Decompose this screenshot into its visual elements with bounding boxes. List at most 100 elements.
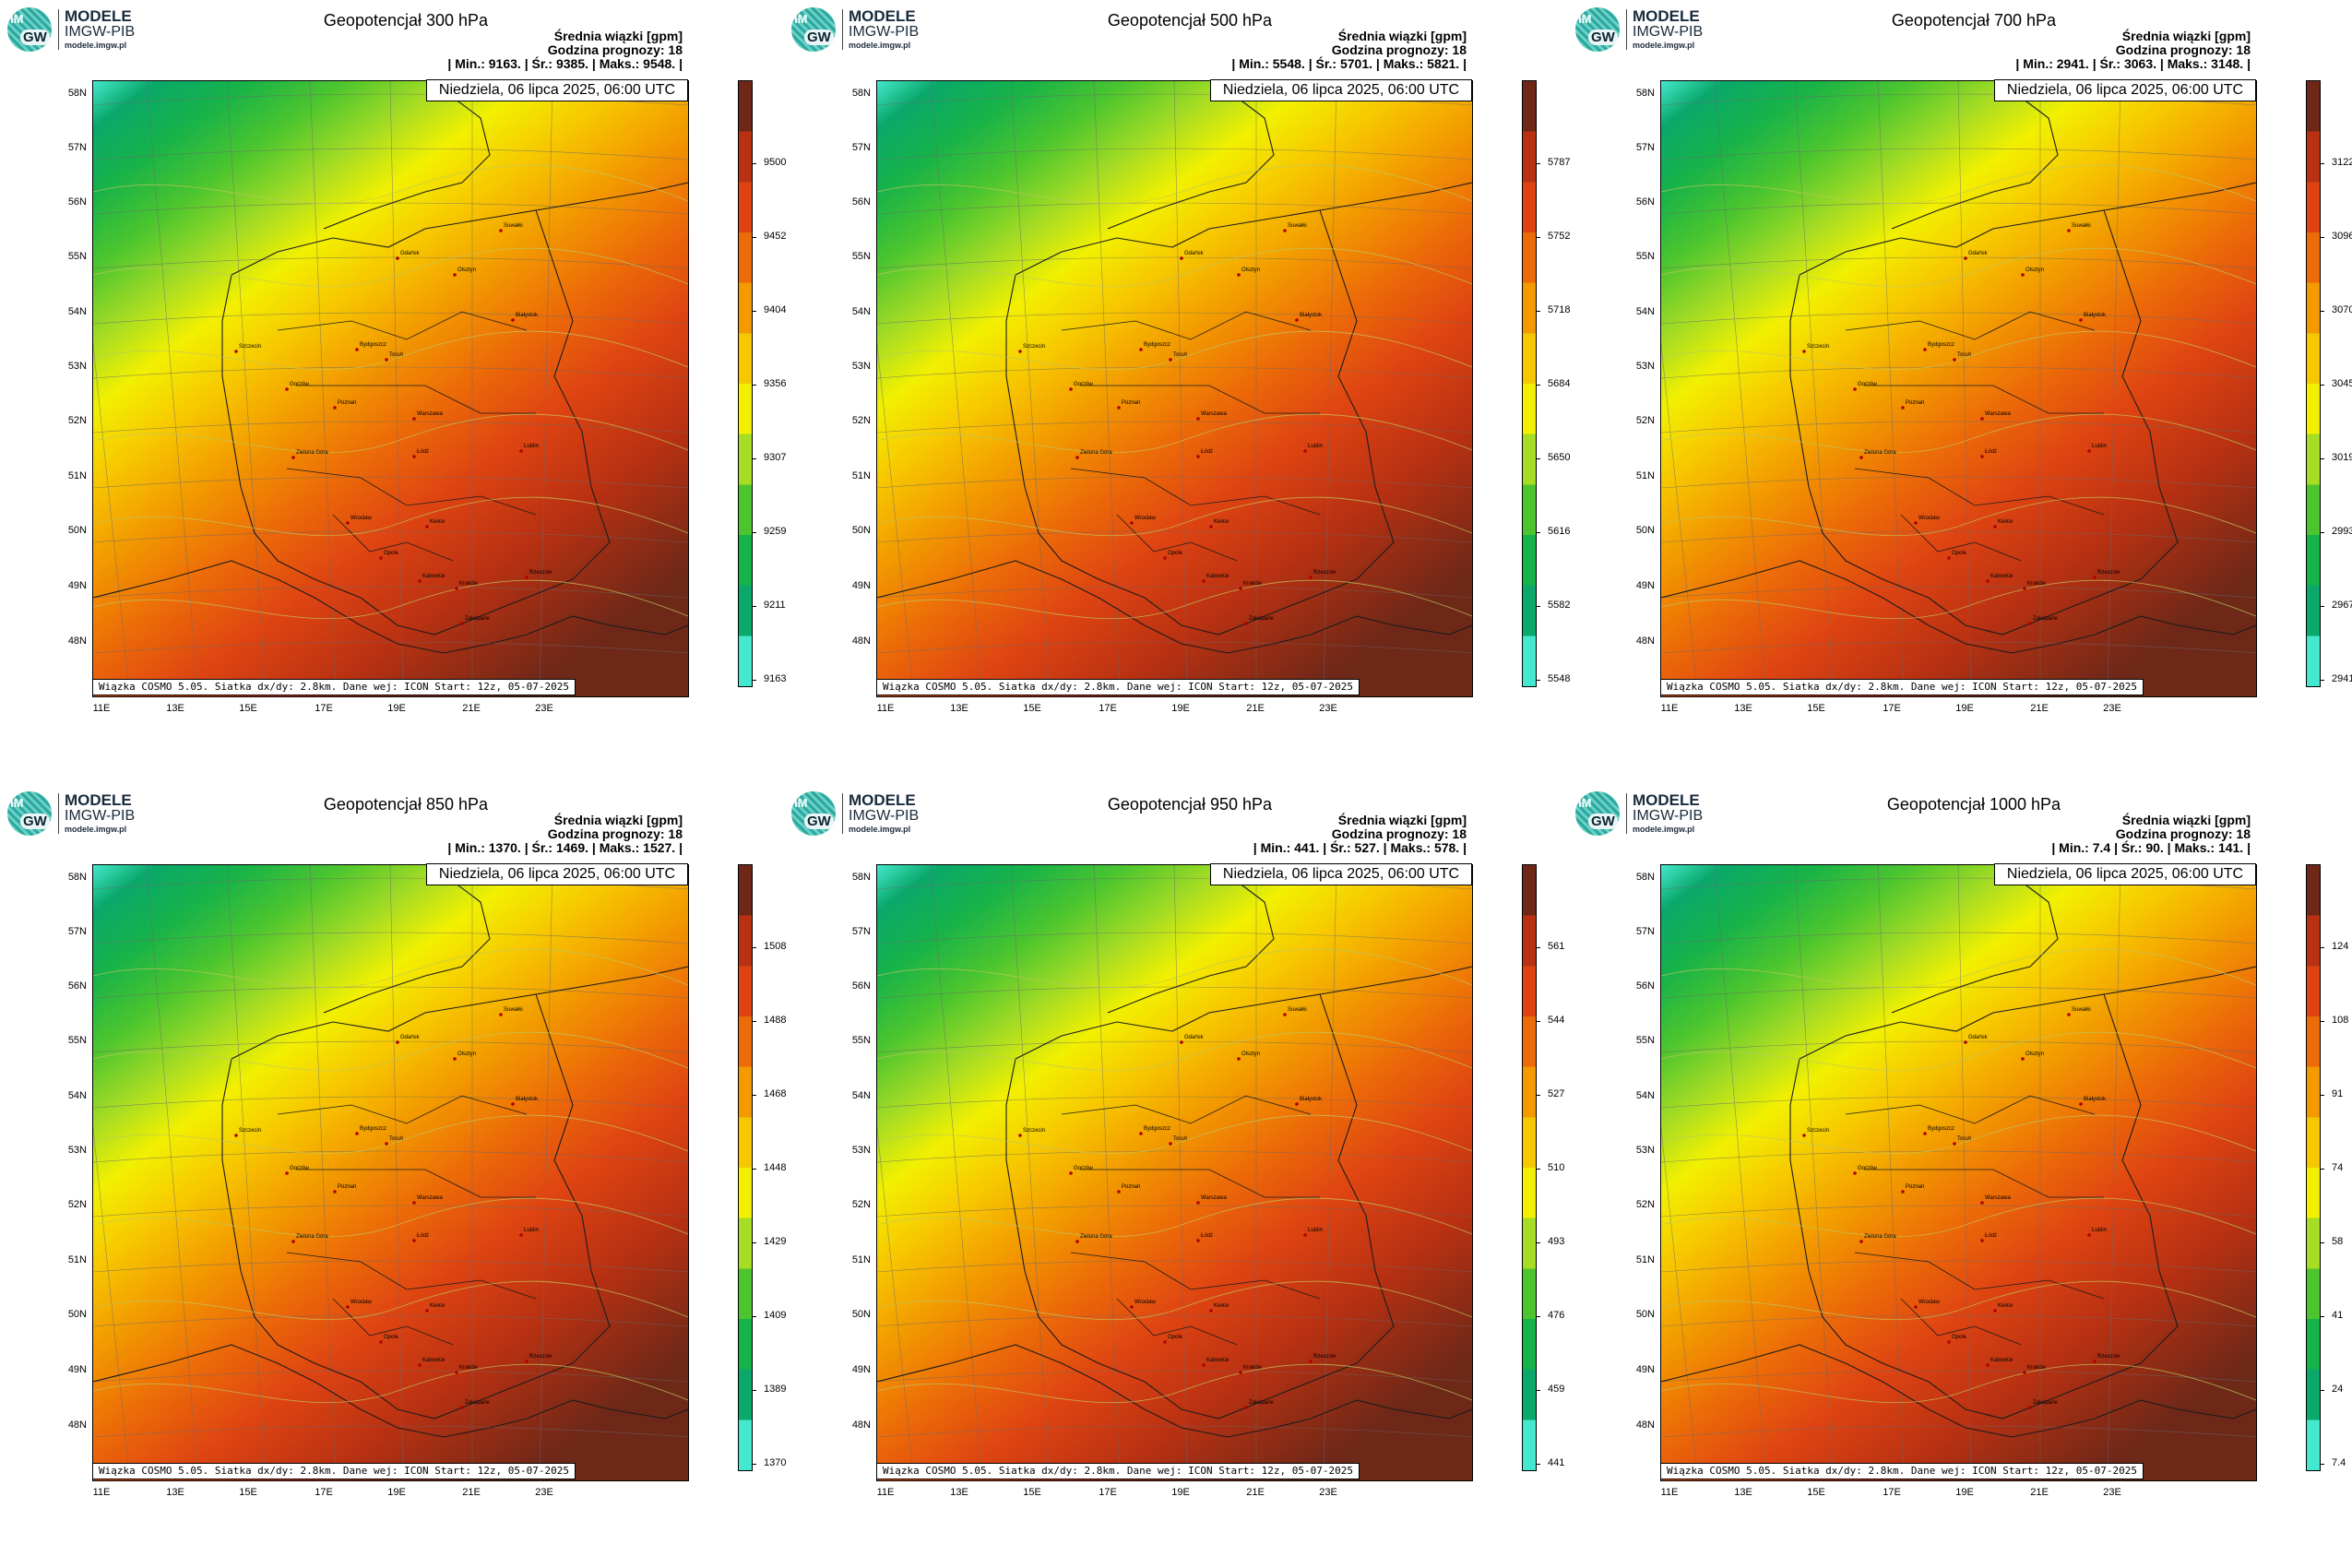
geopotential-map: Gdańsk Olsztyn Suwałki Białystok Szczecin Byd…	[1660, 864, 2257, 1481]
latitude-line	[877, 312, 1472, 325]
colorbar-tick-mark	[752, 163, 756, 164]
longitude-line	[389, 81, 404, 696]
contour-line	[877, 413, 1472, 454]
coast-border	[1891, 89, 2059, 230]
city-dot	[1947, 1340, 1951, 1344]
map-panel: IM GW MODELE IMGW-PIB modele.imgw.pl Geopoten…	[784, 784, 1568, 1568]
latitude-line	[877, 1314, 1472, 1327]
longitude-line	[1714, 81, 1767, 696]
model-info-footer: Wiązka COSMO 5.05. Siatka dx/dy: 2.8km. …	[876, 1463, 1360, 1479]
colorbar-tick-mark	[752, 385, 756, 386]
contour-line	[93, 247, 688, 288]
longitude-line	[389, 865, 404, 1480]
city-dot	[1180, 1040, 1183, 1044]
latitude-line	[93, 1150, 688, 1163]
colorbar-tick-mark	[2320, 1021, 2324, 1022]
longitude-label: 13E	[1734, 1487, 1752, 1498]
colorbar-tick-label: 1448	[764, 1162, 787, 1173]
panel-title: Geopotencjał 950 hPa	[1107, 795, 1273, 814]
latitude-label: 56N	[851, 980, 871, 992]
contours	[93, 948, 688, 1404]
logo-subtitle: IMGW-PIB	[65, 24, 136, 40]
logo-subtitle: IMGW-PIB	[1633, 808, 1704, 824]
city-label: Szczecin	[1807, 1128, 1829, 1134]
logo-gw-text: GW	[804, 30, 834, 45]
longitude-label: 19E	[1955, 703, 1974, 714]
logo-im-text: IM	[1578, 796, 1592, 810]
model-info-footer: Wiązka COSMO 5.05. Siatka dx/dy: 2.8km. …	[92, 679, 576, 695]
city-dot	[1859, 1240, 1863, 1243]
colorbar-tick-label: 5752	[1548, 231, 1571, 242]
latitude-line	[93, 421, 688, 434]
contour-line	[877, 1114, 1472, 1155]
borders	[1661, 89, 2256, 654]
city-dot	[1309, 576, 1313, 579]
city-dot	[1980, 1201, 1984, 1205]
logo-im-text: IM	[10, 796, 24, 810]
longitude-label: 19E	[1955, 1487, 1974, 1498]
colorbar-tick-label: 5548	[1548, 673, 1571, 684]
colorbar-tick-mark	[752, 1316, 756, 1317]
logo-im-text: IM	[1578, 12, 1592, 26]
latitude-line	[1661, 1425, 2256, 1438]
city-label: Warszawa	[1985, 1195, 2011, 1201]
map-panel: IM GW MODELE IMGW-PIB modele.imgw.pl Geopoten…	[784, 0, 1571, 784]
city-markers: Gdańsk Olsztyn Suwałki Białystok Szczecin Byd…	[234, 1007, 552, 1409]
contour-line	[93, 164, 688, 205]
longitude-line	[2107, 865, 2121, 1480]
stats-label: Średnia wiązki [gpm]	[2121, 29, 2251, 43]
latitude-label: 57N	[851, 142, 871, 153]
city-dot	[2067, 1013, 2071, 1016]
city-label: Warszawa	[1201, 411, 1227, 417]
contour-line	[1661, 1363, 2256, 1404]
colorbar-tick-mark	[2320, 163, 2324, 164]
logo-gw-text: GW	[20, 814, 50, 829]
city-label: Wrocław	[1134, 1300, 1157, 1305]
city-label: Gorzów	[1074, 1166, 1093, 1171]
city-label: Gdańsk	[1968, 1035, 1989, 1040]
stats-values: | Min.: 1370. | Śr.: 1469. | Maks.: 1527…	[447, 840, 683, 855]
city-label: Rzeszów	[529, 1354, 552, 1360]
contour-line	[1661, 330, 2256, 371]
city-label: Toruń	[1173, 1136, 1187, 1142]
colorbar-tick-label: 3096	[2332, 231, 2352, 242]
latitude-line	[1661, 1314, 2256, 1327]
poland-border	[221, 209, 611, 636]
latitude-line	[93, 366, 688, 379]
longitude-line	[1661, 1125, 1699, 1480]
latitude-label: 56N	[1635, 980, 1655, 992]
city-dot	[355, 1132, 359, 1135]
city-dot	[2023, 587, 2026, 590]
city-dot	[1202, 579, 1206, 583]
city-label: Wrocław	[350, 1300, 373, 1305]
city-dot	[1964, 1040, 1967, 1044]
logo-divider	[1626, 9, 1627, 50]
colorbar-tick-mark	[752, 1169, 756, 1170]
city-dot	[1130, 1305, 1134, 1309]
longitude-label: 13E	[1734, 703, 1752, 714]
city-label: Bydgoszcz	[1928, 342, 1954, 348]
city-dot	[460, 622, 464, 625]
latitude-line	[93, 1370, 688, 1383]
voivodeship-borders	[1845, 1095, 2105, 1346]
city-dot	[385, 1142, 388, 1146]
city-dot	[519, 1233, 523, 1237]
southern-border	[93, 560, 688, 654]
map-panel: IM GW MODELE IMGW-PIB modele.imgw.pl Geopoten…	[0, 0, 786, 784]
imgw-logo-icon: IM GW	[1575, 791, 1620, 836]
colorbar-tick-mark	[752, 680, 756, 681]
city-label: Wrocław	[350, 516, 373, 521]
latitude-label: 48N	[1635, 1420, 1655, 1431]
city-label: Zakopane	[465, 616, 490, 622]
city-label: Suwałki	[504, 1007, 523, 1013]
latitude-line	[877, 148, 1472, 160]
city-label: Rzeszów	[1313, 570, 1336, 576]
forecast-date: Niedziela, 06 lipca 2025, 06:00 UTC	[1994, 79, 2256, 101]
contour-line	[93, 948, 688, 989]
geopotential-map: Gdańsk Olsztyn Suwałki Białystok Szczecin Byd…	[876, 80, 1473, 697]
city-dot	[1075, 456, 1079, 459]
longitude-line	[1323, 865, 1337, 1480]
city-label: Olsztyn	[457, 267, 476, 273]
contour-line	[93, 1363, 688, 1404]
coast-border	[323, 89, 491, 230]
